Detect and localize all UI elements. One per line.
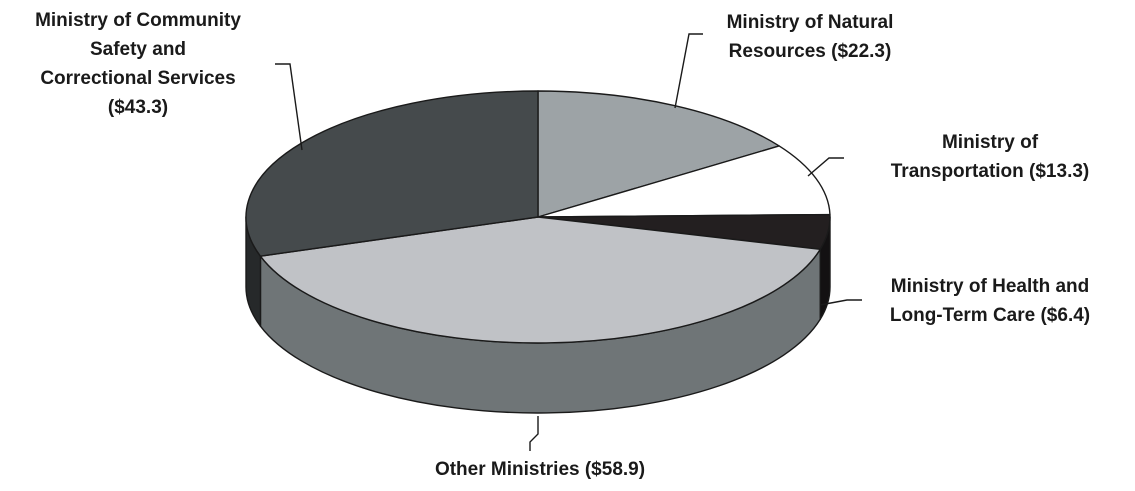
leader-line-ministry-of-community-safety-and-correctional-services	[275, 63, 303, 151]
slice-label-line: Resources ($22.3)	[729, 41, 892, 62]
pie-slice-ministry-of-natural-resources	[537, 90, 780, 218]
slice-label-line: ($43.3)	[108, 97, 168, 118]
pie-slice-ministry-of-transportation	[537, 145, 831, 218]
pie-top-faces	[245, 90, 831, 344]
slice-label-line: Safety and	[90, 39, 186, 60]
slice-label-line: Transportation ($13.3)	[891, 161, 1090, 182]
slice-label-line: Ministry of Health and	[891, 276, 1089, 297]
slice-label-ministry-of-natural-resources: Ministry of Natural Resources ($22.3)	[727, 12, 894, 62]
leader-line-other-ministries	[529, 416, 539, 451]
leader-line-ministry-of-transportation	[807, 157, 844, 177]
slice-label-ministry-of-community-safety-and-correctional-services: Ministry of Community Safety and Correctio…	[35, 10, 241, 118]
leader-line-ministry-of-health-and-long-term-care	[819, 299, 862, 306]
leader-line-ministry-of-natural-resources	[674, 33, 703, 109]
slice-label-ministry-of-health-and-long-term-care: Ministry of Health and Long-Term Care ($6…	[890, 276, 1090, 326]
slice-label-line: Correctional Services	[40, 68, 235, 89]
slice-label-line: Long-Term Care ($6.4)	[890, 305, 1090, 326]
slice-label-line: Ministry of	[942, 132, 1039, 153]
pie-slice-other-ministries	[259, 216, 821, 344]
slice-label-ministry-of-transportation: Ministry of Transportation ($13.3)	[891, 132, 1090, 182]
slice-label-line: Ministry of Community	[35, 10, 241, 31]
slice-label-other-ministries: Other Ministries ($58.9)	[435, 459, 645, 480]
slice-label-line: Ministry of Natural	[727, 12, 894, 33]
slice-label-line: Other Ministries ($58.9)	[435, 459, 645, 480]
